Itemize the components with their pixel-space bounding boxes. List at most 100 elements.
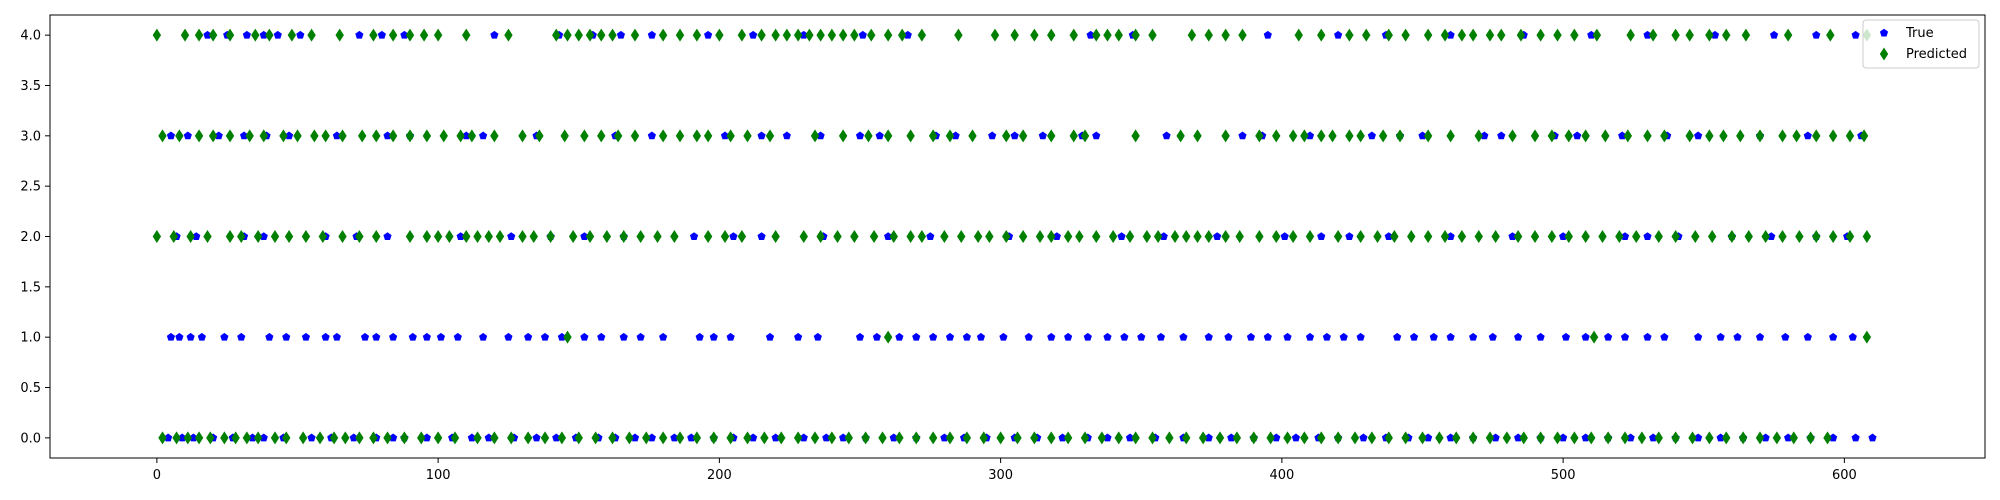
predicted-point — [1530, 230, 1540, 243]
true-point — [1162, 131, 1171, 140]
predicted-point — [1018, 129, 1028, 143]
true-point — [1626, 433, 1635, 442]
true-point — [782, 131, 791, 140]
true-point — [1272, 433, 1281, 442]
predicted-point — [1452, 431, 1461, 445]
predicted-point — [658, 431, 668, 445]
predicted-point — [518, 230, 527, 243]
predicted-point — [1131, 28, 1140, 42]
true-point — [816, 131, 825, 140]
predicted-point — [658, 28, 668, 42]
predicted-point — [897, 28, 907, 42]
true-point — [903, 30, 912, 39]
true-point — [1716, 332, 1725, 341]
predicted-point — [771, 230, 780, 243]
predicted-point — [540, 431, 550, 445]
true-point — [557, 332, 566, 341]
predicted-point — [568, 230, 578, 243]
predicted-point — [1345, 28, 1354, 42]
predicted-point — [895, 431, 904, 445]
true-point — [1829, 433, 1838, 442]
true-point — [940, 433, 949, 442]
predicted-point — [1114, 431, 1123, 445]
predicted-point — [383, 431, 392, 445]
predicted-point — [1468, 431, 1478, 445]
predicted-point — [1845, 230, 1855, 243]
true-point — [321, 332, 330, 341]
true-point — [855, 332, 865, 341]
true-point — [1446, 332, 1455, 341]
predicted-point — [422, 129, 432, 143]
y-tick-label: 0.0 — [20, 431, 41, 446]
true-point — [720, 131, 730, 140]
predicted-point — [799, 230, 808, 243]
predicted-point — [1519, 431, 1528, 445]
true-point — [1393, 332, 1402, 341]
true-point — [166, 131, 176, 140]
predicted-point — [1401, 28, 1410, 42]
true-point — [259, 232, 268, 240]
true-point — [1083, 332, 1092, 341]
predicted-point — [597, 28, 606, 42]
predicted-point — [878, 431, 887, 445]
true-point — [467, 433, 476, 442]
predicted-point — [1707, 230, 1717, 243]
true-point — [1103, 332, 1112, 341]
predicted-point — [225, 28, 235, 42]
predicted-point — [405, 129, 415, 143]
true-point — [1103, 433, 1112, 442]
predicted-point — [1761, 230, 1770, 243]
predicted-point — [1362, 28, 1371, 42]
legend-marker-true — [1879, 28, 1889, 37]
predicted-point — [1744, 230, 1753, 243]
true-point — [895, 332, 904, 341]
predicted-point — [1623, 129, 1633, 143]
true-point — [1204, 433, 1213, 442]
predicted-point — [1317, 28, 1326, 42]
true-point — [1769, 30, 1779, 39]
predicted-point — [445, 230, 454, 243]
true-point — [203, 30, 212, 39]
predicted-point — [433, 431, 443, 445]
predicted-point — [1738, 431, 1748, 445]
true-point — [988, 131, 997, 140]
true-point — [884, 232, 893, 240]
predicted-point — [864, 129, 873, 143]
true-point — [647, 131, 656, 140]
predicted-point — [670, 230, 679, 243]
true-point — [1694, 131, 1703, 140]
predicted-point — [1030, 28, 1039, 42]
predicted-point — [152, 230, 162, 243]
true-point — [794, 332, 803, 341]
predicted-point — [591, 431, 600, 445]
true-point — [799, 433, 808, 442]
predicted-point — [1333, 431, 1343, 445]
predicted-point — [1598, 230, 1607, 243]
predicted-point — [1705, 129, 1714, 143]
predicted-point — [1828, 230, 1838, 243]
predicted-point — [1069, 28, 1078, 42]
legend-label-predicted: Predicted — [1906, 47, 1967, 62]
true-point — [757, 131, 766, 140]
predicted-point — [194, 28, 204, 42]
predicted-point — [906, 129, 915, 143]
predicted-point — [917, 28, 927, 42]
true-point — [1767, 232, 1776, 240]
true-point — [976, 332, 986, 341]
true-point — [1716, 433, 1725, 442]
true-point — [1204, 332, 1213, 341]
predicted-point — [1589, 330, 1599, 344]
predicted-point — [225, 230, 235, 243]
predicted-point — [208, 28, 218, 42]
predicted-point — [1643, 129, 1652, 143]
true-point — [1480, 131, 1489, 140]
predicted-point — [1176, 129, 1185, 143]
predicted-point — [287, 28, 297, 42]
true-point — [453, 332, 462, 341]
predicted-point — [883, 129, 893, 143]
y-tick-label: 4.0 — [20, 29, 41, 44]
predicted-point — [1125, 230, 1135, 243]
predicted-point — [1221, 230, 1230, 243]
true-point — [771, 433, 780, 442]
predicted-point — [1671, 28, 1680, 42]
